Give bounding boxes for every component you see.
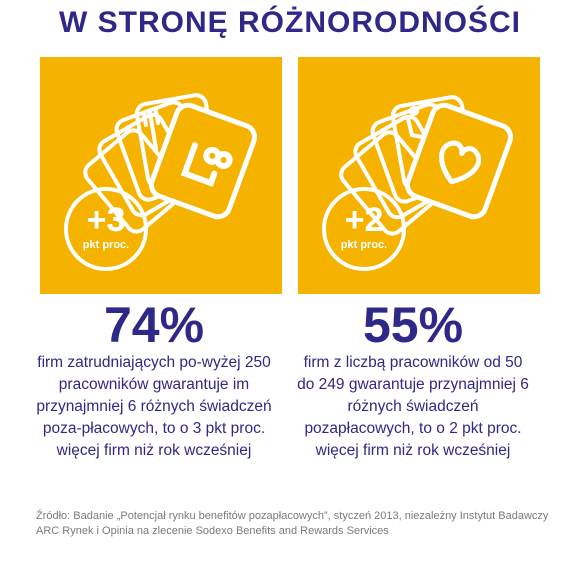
right-percent: 55% [362, 297, 464, 353]
right-illustration-panel: +2 pkt proc. [298, 57, 540, 294]
left-badge-unit: pkt proc. [82, 239, 130, 251]
left-percent: 74% [103, 297, 205, 353]
left-badge: +3 pkt proc. [64, 187, 148, 271]
left-illustration-panel: +3 pkt proc. [40, 57, 282, 294]
left-badge-value: +3 [86, 201, 126, 239]
page-title: W STRONĘ RÓŻNORODNOŚCI [59, 6, 521, 39]
left-description: firm zatrudniających po-wyżej 250 pracow… [36, 354, 272, 459]
fork-knife-icon [142, 109, 160, 151]
left-statistic: 74% firm zatrudniających po-wyżej 250 pr… [24, 0, 284, 462]
heart-icon [439, 140, 482, 185]
right-description: firm z liczbą pracowników od 50 do 249 g… [297, 354, 529, 459]
cards-fan-illustration [83, 93, 258, 234]
right-badge: +2 pkt proc. [322, 187, 406, 271]
accessibility-icon [406, 106, 424, 139]
right-statistic: 55% firm z liczbą pracowników od 50 do 2… [283, 0, 543, 462]
right-badge-unit: pkt proc. [340, 239, 388, 251]
source-note: Źródło: Badanie „Potencjał rynku benefit… [36, 510, 549, 537]
right-badge-value: +2 [344, 201, 384, 239]
gift-icon [180, 142, 233, 187]
